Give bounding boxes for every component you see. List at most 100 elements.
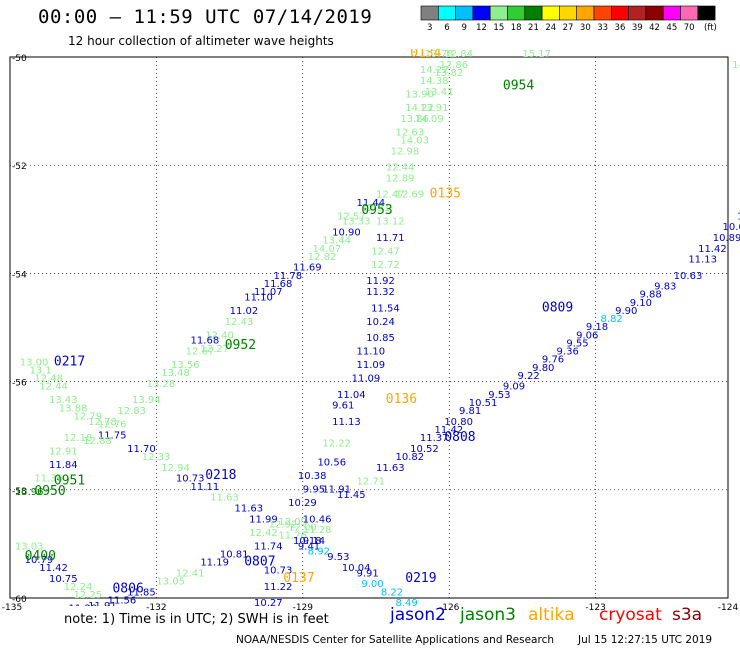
scale-swatch — [524, 5, 543, 21]
pass-time-label: 0217 — [54, 354, 85, 369]
scale-swatch — [662, 5, 681, 21]
y-tick-label: -58 — [12, 487, 27, 497]
x-tick-label: -135 — [2, 603, 22, 613]
legend-altika: altika — [528, 605, 575, 625]
pass-time-label: 0219 — [405, 571, 436, 586]
swh-value: 11.10 — [356, 347, 385, 358]
swh-value: 13.41 — [425, 87, 454, 98]
scale-label: (ft) — [704, 23, 717, 33]
swh-value: 9.76 — [542, 355, 564, 366]
swh-value: 13.05 — [156, 576, 185, 587]
swh-value: 11.42 — [698, 244, 727, 255]
scale-swatch — [455, 5, 474, 21]
swh-value: 12.76 — [98, 420, 127, 431]
scale-label: 27 — [563, 23, 574, 33]
swh-value: 12.91 — [49, 447, 78, 458]
swh-value: 11.42 — [39, 563, 68, 574]
swh-value: 9.41 — [298, 541, 320, 552]
swh-value: 11.13 — [332, 417, 361, 428]
scale-label: 3 — [427, 23, 432, 33]
swh-value: 8.22 — [381, 587, 403, 598]
scale-label: 9 — [462, 23, 467, 33]
swh-value: 9.22 — [518, 371, 540, 382]
swh-value: 10.52 — [410, 444, 439, 455]
legend-cryosat: cryosat — [599, 605, 662, 625]
swh-value: 12.79 — [73, 411, 102, 422]
swh-value: 11.78 — [274, 271, 303, 282]
swh-value: 13.88 — [59, 403, 88, 414]
swh-value: 10.24 — [366, 317, 395, 328]
scale-swatch — [559, 5, 578, 21]
pass-time-label: 0137 — [283, 571, 314, 586]
swh-value: 11.63 — [234, 503, 263, 514]
scale-label: 21 — [528, 23, 539, 33]
swh-value: 9.55 — [566, 338, 588, 349]
swh-value: 11.22 — [264, 582, 293, 593]
swh-value: 10.82 — [396, 452, 425, 463]
swh-value: 12.88 — [83, 436, 112, 447]
swh-value: 9.95 — [303, 485, 325, 496]
x-tick-label: -126 — [439, 603, 460, 613]
swh-value: 12.18 — [64, 433, 93, 444]
swh-value: 10.75 — [49, 574, 78, 585]
pass-time-label: 0218 — [205, 468, 236, 483]
swh-value: 8.49 — [396, 598, 418, 609]
scale-swatch — [507, 5, 526, 21]
swh-value: 12.82 — [308, 252, 337, 263]
swh-value: 10.79 — [25, 555, 54, 566]
swh-value: 10.27 — [254, 598, 283, 609]
pass-time-label: 0809 — [542, 300, 573, 315]
swh-value: 12.98 — [391, 146, 420, 157]
legend-jason2: jason2 — [390, 605, 446, 625]
scale-label: 70 — [684, 23, 695, 33]
swh-value: 13.12 — [376, 217, 405, 228]
scale-swatch — [420, 5, 439, 21]
swh-value: 11.85 — [127, 587, 156, 598]
swh-value: 13.56 — [171, 360, 200, 371]
scale-label: 18 — [511, 23, 522, 33]
swh-value: 11.68 — [264, 279, 293, 290]
scale-swatch — [576, 5, 595, 21]
scale-label: 36 — [615, 23, 626, 33]
swh-value: 13.1 — [30, 365, 52, 376]
swh-value: 13.48 — [161, 368, 190, 379]
swh-value: 11.26 — [278, 530, 307, 541]
swh-value: 12.44 — [39, 382, 68, 393]
scale-swatch — [541, 5, 560, 21]
swh-value: 9.06 — [576, 330, 598, 341]
swh-value: 12.67 — [186, 347, 215, 358]
swh-value: 11.63 — [376, 463, 405, 474]
credit-line: NOAA/NESDIS Center for Satellite Applica… — [236, 634, 554, 646]
swh-value: 10.66 — [722, 222, 740, 233]
swh-value: 13.90 — [405, 90, 434, 101]
swh-value: 12.33 — [142, 452, 171, 463]
scale-swatch — [697, 5, 716, 21]
swh-value: 12.92 — [269, 520, 298, 531]
swh-value: 11.45 — [337, 490, 366, 501]
swh-value: 13.86 — [400, 114, 429, 125]
swh-value: 10.85 — [366, 333, 395, 344]
swh-value: 11.04 — [337, 390, 366, 401]
swh-value: 12.57 — [337, 211, 366, 222]
swh-value: 13.03 — [15, 541, 44, 552]
swh-value: 11.28 — [303, 525, 332, 536]
scale-label: 45 — [666, 23, 677, 33]
scale-swatch — [472, 5, 491, 21]
swh-value: 13.44 — [322, 236, 351, 247]
swh-value: 11.10 — [244, 292, 273, 303]
plot-frame — [9, 56, 729, 599]
footer-note: note: 1) Time is in UTC; 2) SWH is in fe… — [64, 612, 329, 627]
swh-value: 10.46 — [303, 514, 332, 525]
swh-value: 11.54 — [371, 303, 400, 314]
pass-time-label: 0134 — [410, 46, 441, 61]
pass-time-label: 0135 — [430, 187, 461, 202]
swh-value: 12.27 — [200, 344, 229, 355]
swh-value: 10.18 — [293, 536, 322, 547]
swh-value: 12.09 — [278, 517, 307, 528]
swh-value: 10.04 — [342, 563, 371, 574]
pass-time-label: 0951 — [54, 473, 85, 488]
swh-value: 11.68 — [191, 336, 220, 347]
swh-value: 10.29 — [288, 498, 317, 509]
swh-value: 11.92 — [366, 276, 395, 287]
